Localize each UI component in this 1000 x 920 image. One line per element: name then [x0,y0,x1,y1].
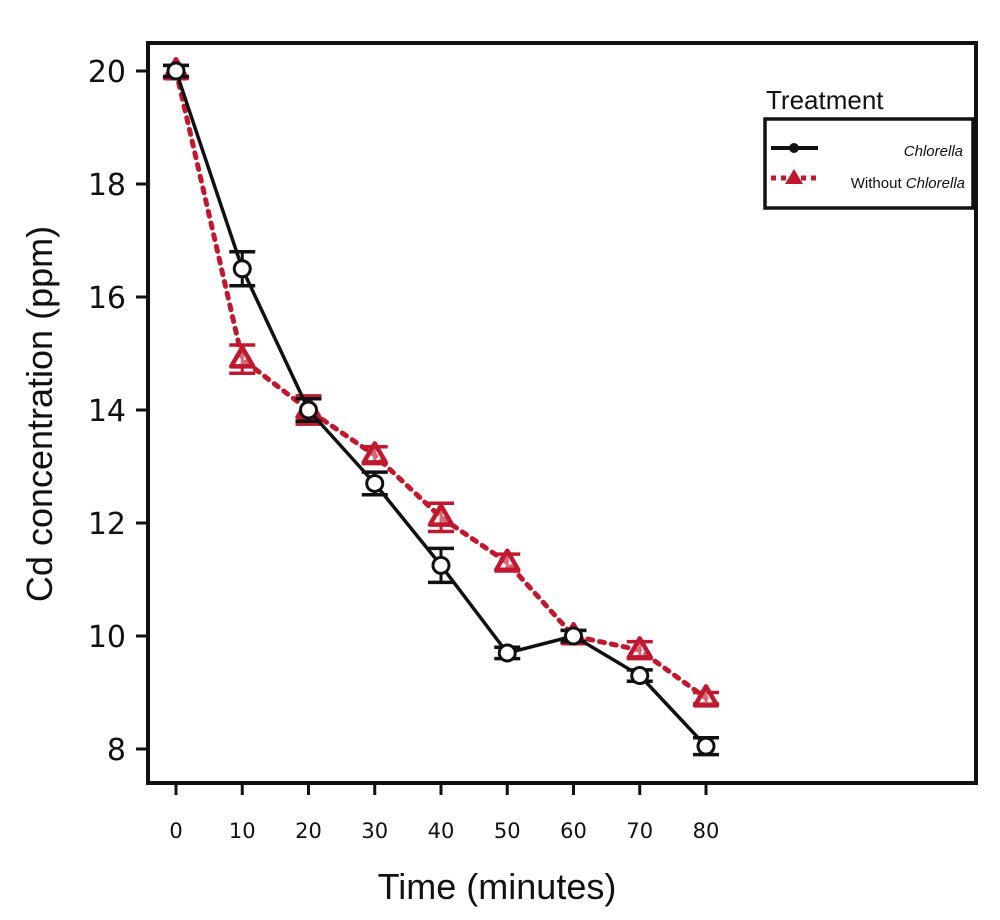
x-axis-title: Time (minutes) [378,866,617,907]
data-point-without-chlorella-50 [494,548,521,573]
x-tick-label-70: 70 [626,819,653,843]
y-tick-label-18: 18 [88,168,126,203]
plot-frame [146,41,978,785]
x-tick-label-30: 30 [361,819,388,843]
y-tick-label-14: 14 [88,394,126,429]
x-tick-label-10: 10 [229,819,256,843]
x-tick-label-50: 50 [494,819,521,843]
series-without-chlorella [162,56,720,708]
legend-item-without-chlorella: Without Chlorella [771,169,965,192]
legend-item-chlorella: Chlorella [771,143,963,160]
x-tick-label-40: 40 [428,819,455,843]
data-point-chlorella-80 [696,736,716,756]
y-tick-label-12: 12 [88,507,126,542]
data-point-chlorella-20 [299,400,318,420]
y-tick-label-10: 10 [88,620,126,655]
legend-marker-chlorella [789,143,799,153]
y-tick-label-16: 16 [88,281,126,316]
x-tick-label-60: 60 [560,819,587,843]
legend-label-without-chlorella: Without Chlorella [851,175,965,192]
data-point-chlorella-10 [232,259,252,279]
x-tick-label-20: 20 [295,819,322,843]
legend-marker-without-chlorella [785,169,803,184]
series-line-without-chlorella [173,68,709,701]
y-axis-title: Cd concentration (ppm) [19,226,60,602]
data-point-chlorella-40 [431,555,451,575]
data-point-chlorella-70 [630,666,650,686]
legend-label-chlorella: Chlorella [904,143,963,160]
x-tick-label-0: 0 [169,819,182,843]
data-point-chlorella-0 [166,61,186,81]
data-point-chlorella-60 [564,626,583,646]
legend: Treatment Chlorella Without Chlorella [763,85,975,210]
data-point-without-chlorella-30 [361,441,388,465]
series-chlorella [163,61,719,757]
data-point-without-chlorella-40 [427,503,455,527]
data-point-without-chlorella-70 [626,636,653,660]
data-point-chlorella-50 [497,643,517,663]
data-point-without-chlorella-10 [229,345,256,369]
data-point-without-chlorella-80 [692,684,720,708]
legend-box [763,117,975,210]
legend-title: Treatment [766,85,884,115]
data-point-chlorella-30 [365,473,385,493]
series-layer [162,56,720,757]
x-tick-label-80: 80 [693,819,720,843]
x-axis: 0 10 20 30 40 50 60 70 80 [169,783,719,843]
y-tick-label-8: 8 [107,733,126,768]
y-tick-label-20: 20 [88,55,126,90]
y-axis: 8 10 12 14 16 18 20 [88,55,148,768]
